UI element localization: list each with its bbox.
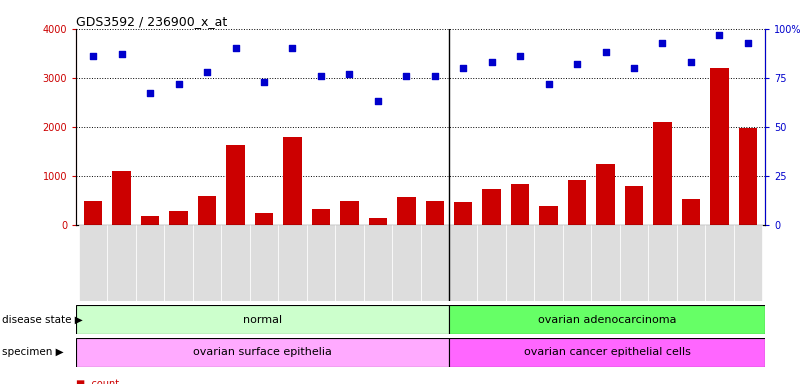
Bar xyxy=(84,201,103,225)
Point xyxy=(685,59,698,65)
Text: ovarian adenocarcinoma: ovarian adenocarcinoma xyxy=(537,314,676,325)
Bar xyxy=(625,186,643,225)
Bar xyxy=(107,225,136,301)
Bar xyxy=(335,225,364,301)
Point xyxy=(258,79,271,85)
Bar xyxy=(284,137,302,225)
Text: disease state ▶: disease state ▶ xyxy=(2,314,83,325)
Bar xyxy=(364,225,392,301)
Bar xyxy=(312,209,330,225)
Text: GDS3592 / 236900_x_at: GDS3592 / 236900_x_at xyxy=(76,15,227,28)
Bar xyxy=(705,225,734,301)
Text: ovarian surface epithelia: ovarian surface epithelia xyxy=(193,347,332,358)
Point xyxy=(656,40,669,46)
Bar xyxy=(255,213,273,225)
Bar xyxy=(563,225,591,301)
Point xyxy=(628,65,641,71)
Bar xyxy=(477,225,506,301)
Bar xyxy=(734,225,762,301)
Bar xyxy=(596,164,615,225)
Bar xyxy=(169,211,187,225)
Bar xyxy=(278,225,307,301)
Bar xyxy=(534,225,563,301)
Point xyxy=(200,69,213,75)
Bar xyxy=(654,122,672,225)
Text: normal: normal xyxy=(243,314,282,325)
Point xyxy=(229,45,242,51)
Bar xyxy=(511,184,529,225)
Bar xyxy=(482,189,501,225)
Bar xyxy=(193,225,221,301)
Bar xyxy=(79,225,107,301)
Bar xyxy=(620,225,648,301)
Bar xyxy=(397,197,416,225)
Point xyxy=(542,81,555,87)
Bar xyxy=(76,338,449,367)
Bar xyxy=(392,225,421,301)
Point xyxy=(115,51,128,57)
Bar xyxy=(198,196,216,225)
Bar xyxy=(449,305,765,334)
Bar xyxy=(226,145,245,225)
Bar xyxy=(568,180,586,225)
Bar xyxy=(449,338,765,367)
Bar xyxy=(368,218,387,225)
Bar xyxy=(76,305,449,334)
Point xyxy=(713,31,726,38)
Point xyxy=(315,73,328,79)
Bar xyxy=(112,171,131,225)
Point xyxy=(570,61,583,67)
Point xyxy=(400,73,413,79)
Bar xyxy=(539,205,557,225)
Bar xyxy=(307,225,335,301)
Point xyxy=(457,65,469,71)
Text: ■  count: ■ count xyxy=(76,379,119,384)
Text: specimen ▶: specimen ▶ xyxy=(2,347,63,358)
Bar xyxy=(164,225,193,301)
Point xyxy=(372,98,384,104)
Point xyxy=(143,90,156,96)
Bar xyxy=(739,128,757,225)
Bar xyxy=(648,225,677,301)
Bar xyxy=(677,225,705,301)
Bar xyxy=(136,225,164,301)
Point xyxy=(286,45,299,51)
Point xyxy=(429,73,441,79)
Text: ovarian cancer epithelial cells: ovarian cancer epithelial cells xyxy=(524,347,690,358)
Point xyxy=(513,53,526,59)
Bar xyxy=(506,225,534,301)
Bar xyxy=(682,199,700,225)
Bar xyxy=(340,201,359,225)
Bar xyxy=(421,225,449,301)
Bar xyxy=(591,225,620,301)
Bar xyxy=(425,201,444,225)
Bar xyxy=(221,225,250,301)
Bar xyxy=(710,68,729,225)
Point xyxy=(742,40,755,46)
Point xyxy=(87,53,99,59)
Point xyxy=(343,71,356,77)
Point xyxy=(599,49,612,55)
Bar xyxy=(449,225,477,301)
Point xyxy=(172,81,185,87)
Point xyxy=(485,59,498,65)
Bar xyxy=(141,216,159,225)
Bar xyxy=(454,202,473,225)
Bar xyxy=(250,225,278,301)
